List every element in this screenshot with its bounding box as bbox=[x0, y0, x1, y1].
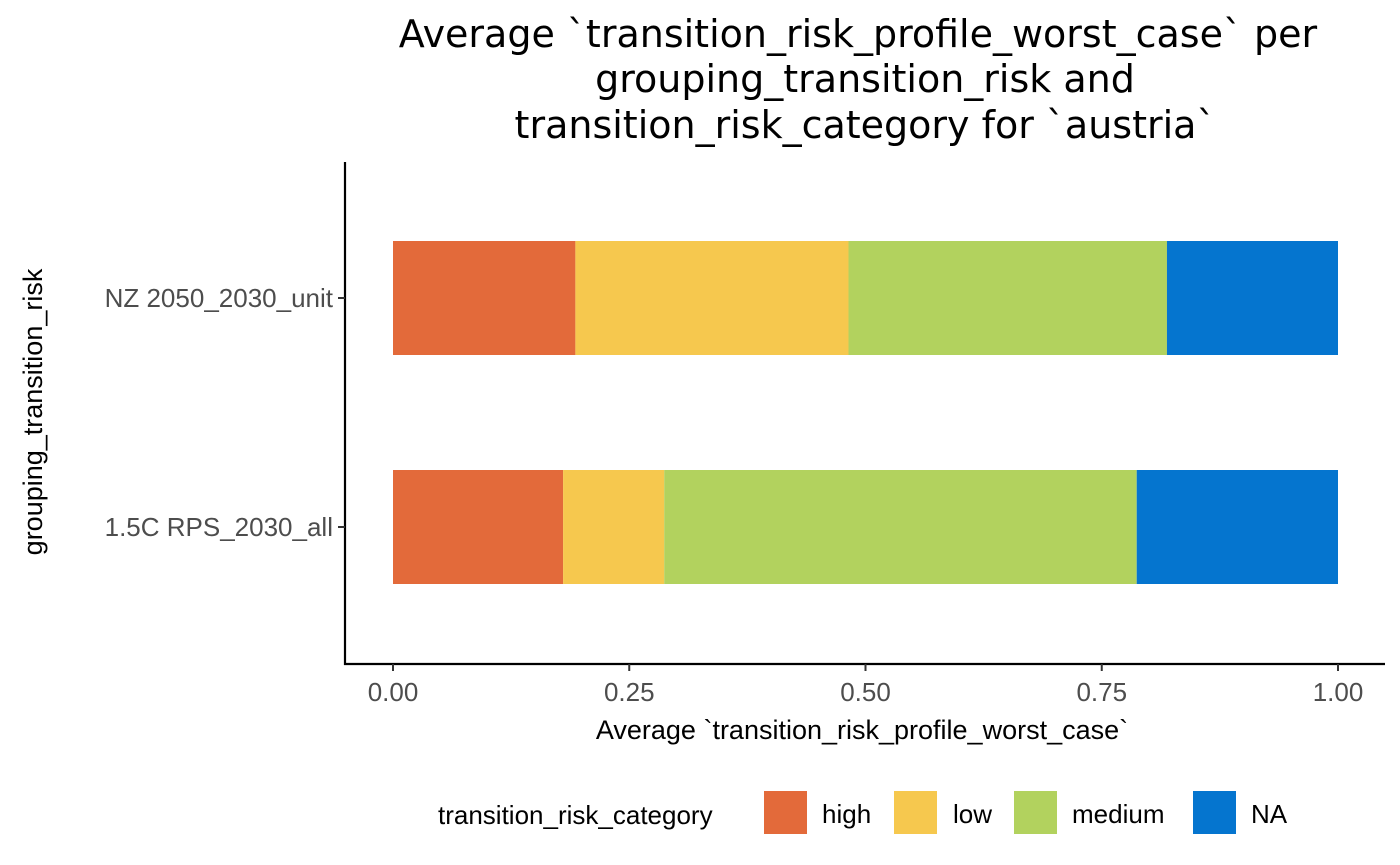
legend-label-high: high bbox=[822, 799, 871, 829]
legend-key-high bbox=[764, 791, 807, 834]
legend-title: transition_risk_category bbox=[438, 800, 713, 830]
legend: transition_risk_category high low medium NA bbox=[438, 791, 1288, 834]
chart-title: Average `transition_risk_profile_worst_c… bbox=[399, 12, 1318, 147]
y-axis-title: grouping_transition_risk bbox=[18, 268, 48, 555]
bar-high-row-1 bbox=[393, 470, 564, 584]
x-tick-label: 0.25 bbox=[604, 677, 655, 707]
x-ticks: 0.00 0.25 0.50 0.75 1.00 bbox=[368, 664, 1364, 707]
axes bbox=[343, 162, 1385, 666]
bar-low-row-2 bbox=[575, 241, 849, 355]
x-tick-label: 1.00 bbox=[1313, 677, 1364, 707]
chart-title-line-2: grouping_transition_risk and bbox=[595, 57, 1135, 101]
x-tick-label: 0.75 bbox=[1076, 677, 1127, 707]
x-tick-label: 0.00 bbox=[368, 677, 419, 707]
legend-key-medium bbox=[1014, 791, 1057, 834]
bar-na-row-2 bbox=[1166, 241, 1338, 355]
chart-title-line-3: transition_risk_category for `austria` bbox=[515, 103, 1216, 147]
y-tick-label: NZ 2050_2030_unit bbox=[105, 283, 334, 313]
x-axis-title: Average `transition_risk_profile_worst_c… bbox=[596, 715, 1128, 745]
legend-key-low bbox=[894, 791, 937, 834]
bar-medium-row-2 bbox=[848, 241, 1167, 355]
bar-low-row-1 bbox=[563, 470, 665, 584]
chart-title-line-1: Average `transition_risk_profile_worst_c… bbox=[399, 12, 1318, 56]
legend-label-medium: medium bbox=[1072, 799, 1164, 829]
y-tick-label: 1.5C RPS_2030_all bbox=[105, 512, 333, 542]
legend-label-na: NA bbox=[1251, 799, 1288, 829]
bar-high-row-2 bbox=[393, 241, 576, 355]
bars bbox=[393, 241, 1338, 584]
y-ticks: 1.5C RPS_2030_all NZ 2050_2030_unit bbox=[105, 283, 345, 542]
bar-medium-row-1 bbox=[664, 470, 1137, 584]
bar-na-row-1 bbox=[1136, 470, 1338, 584]
legend-key-na bbox=[1193, 791, 1236, 834]
x-tick-label: 0.50 bbox=[840, 677, 891, 707]
legend-label-low: low bbox=[953, 799, 992, 829]
